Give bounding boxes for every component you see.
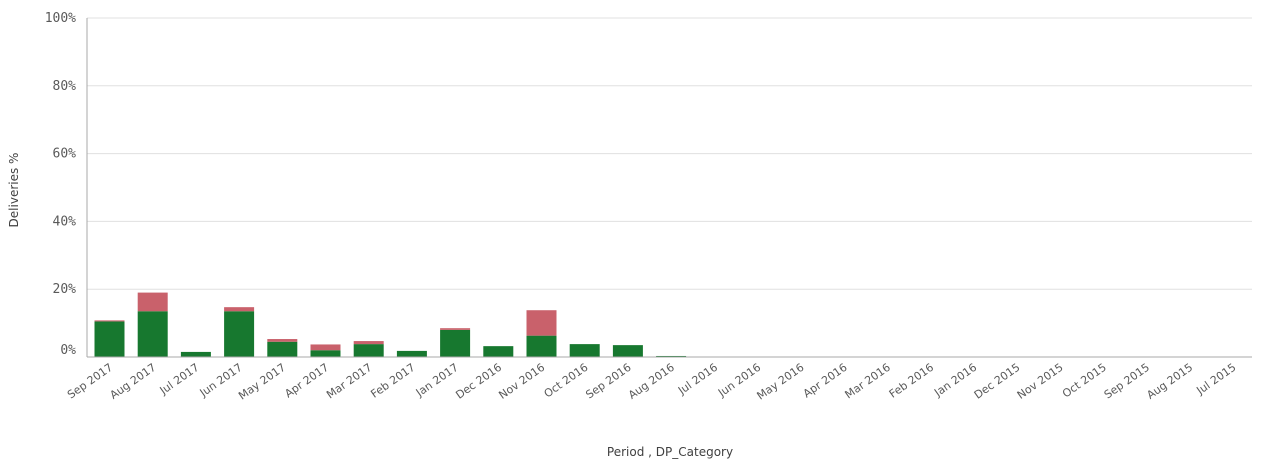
- x-tick-label: May 2017: [236, 361, 288, 403]
- bar-segment-green[interactable]: [310, 350, 341, 357]
- y-axis-title: Deliveries %: [7, 153, 21, 228]
- bar-segment-red[interactable]: [353, 341, 384, 345]
- bar-segment-red[interactable]: [224, 307, 255, 312]
- x-tick-label: Jul 2015: [1193, 361, 1238, 398]
- x-tick-label: Sep 2015: [1102, 361, 1152, 402]
- bar-segment-red[interactable]: [137, 292, 168, 312]
- x-tick-label: Mar 2017: [324, 361, 374, 402]
- bar-segment-green[interactable]: [267, 341, 298, 357]
- x-tick-label: Oct 2015: [1060, 361, 1109, 401]
- gridlines: [87, 17, 1252, 290]
- x-tick-label: Aug 2015: [1144, 361, 1195, 402]
- y-tick-label: 20%: [53, 282, 77, 297]
- x-tick-label: Aug 2017: [108, 361, 159, 402]
- bar-segment-green[interactable]: [569, 344, 600, 357]
- x-tick-label: Nov 2016: [496, 361, 547, 402]
- bar-segment-red[interactable]: [440, 328, 471, 330]
- bar-segment-green[interactable]: [224, 311, 255, 357]
- x-tick-label: Sep 2017: [65, 361, 115, 402]
- x-tick-label: Nov 2015: [1015, 361, 1066, 402]
- bar-segment-green[interactable]: [612, 345, 643, 357]
- x-tick-label: Feb 2016: [887, 361, 936, 401]
- bar-segment-green[interactable]: [483, 346, 514, 357]
- x-tick-label: Aug 2016: [626, 361, 677, 402]
- x-tick-label: Dec 2015: [972, 361, 1023, 402]
- x-tick-label: Mar 2016: [843, 361, 893, 402]
- y-tick-label: 0%: [60, 343, 76, 358]
- bar-segment-red[interactable]: [94, 320, 125, 322]
- x-tick-label: Jan 2017: [413, 361, 461, 400]
- bar-segment-green[interactable]: [94, 321, 125, 357]
- x-tick-label: Apr 2017: [282, 361, 331, 401]
- bar-segment-green[interactable]: [353, 344, 384, 357]
- y-axis-ticks: 0% 20% 40% 60% 80% 100%: [45, 11, 76, 358]
- bar-segment-green[interactable]: [396, 350, 427, 357]
- x-axis-title: Period , DP_Category: [607, 445, 733, 459]
- bars: [94, 292, 687, 357]
- x-tick-label: Jul 2017: [157, 361, 202, 398]
- y-tick-label: 40%: [53, 214, 77, 229]
- bar-segment-red[interactable]: [310, 344, 341, 351]
- bar-segment-green[interactable]: [526, 335, 557, 357]
- x-tick-label: Jan 2016: [931, 361, 979, 400]
- bar-segment-green[interactable]: [656, 355, 687, 357]
- x-tick-label: May 2016: [755, 361, 807, 403]
- bar-segment-green[interactable]: [440, 329, 471, 357]
- bar-segment-green[interactable]: [137, 311, 168, 357]
- bar-segment-red[interactable]: [267, 339, 298, 342]
- y-tick-label: 100%: [45, 11, 76, 26]
- x-tick-label: Jul 2016: [675, 361, 720, 398]
- x-tick-label: Feb 2017: [368, 361, 417, 401]
- y-tick-label: 60%: [53, 147, 77, 162]
- y-tick-label: 80%: [53, 79, 77, 94]
- x-tick-label: Dec 2016: [453, 361, 504, 402]
- x-tick-label: Apr 2016: [801, 361, 850, 401]
- bar-segment-green[interactable]: [180, 351, 211, 357]
- x-tick-label: Sep 2016: [583, 361, 633, 402]
- bar-segment-red[interactable]: [526, 310, 557, 336]
- x-tick-label: Oct 2016: [542, 361, 591, 401]
